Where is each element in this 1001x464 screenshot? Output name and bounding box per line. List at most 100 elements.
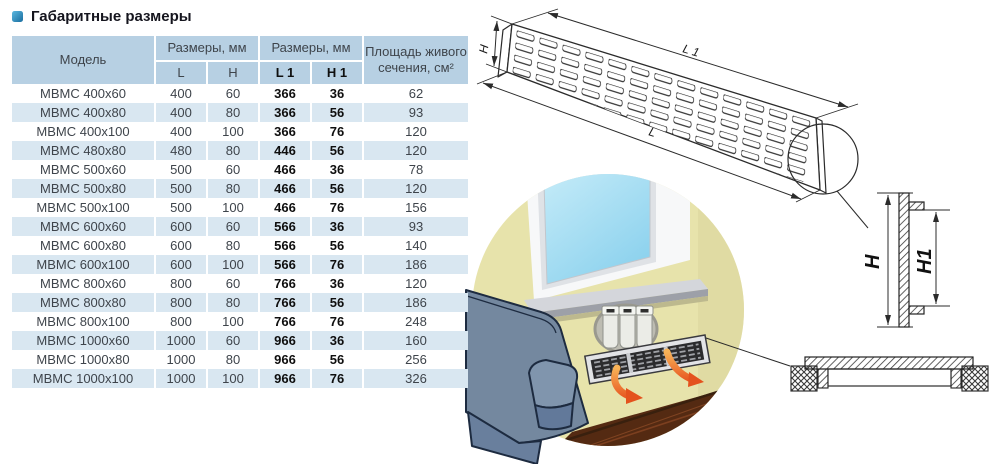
table-row: МВМС 800x100 800 100 766 76 248 — [12, 312, 468, 331]
cell-l: 800 — [170, 276, 192, 291]
cell-area: 120 — [364, 141, 468, 160]
cell-area: 256 — [405, 352, 427, 367]
cell-h: 100 — [208, 255, 258, 274]
cell-l1: 766 — [260, 293, 310, 312]
cell-l1: 446 — [260, 141, 310, 160]
dim-label-l1: L 1 — [681, 41, 701, 59]
col-header-area: Площадь живого сечения, см² — [364, 36, 468, 84]
cell-model: МВМС 400x60 — [40, 86, 126, 101]
table-row: МВМС 1000x100 1000 100 966 76 326 — [12, 369, 468, 388]
cell-h1: 36 — [329, 162, 345, 177]
cell-h1: 36 — [312, 331, 362, 350]
cell-h1: 56 — [329, 238, 345, 253]
cell-l: 600 — [156, 217, 206, 236]
cell-model: МВМС 800x80 — [12, 293, 154, 312]
cell-h1: 76 — [329, 124, 345, 139]
section-header: Габаритные размеры — [12, 8, 462, 25]
cell-model: МВМС 800x60 — [40, 276, 126, 291]
cell-model: МВМС 400x100 — [36, 124, 130, 139]
cell-l: 500 — [170, 162, 192, 177]
cell-model: МВМС 1000x60 — [12, 331, 154, 350]
cell-l1: 966 — [260, 369, 310, 388]
cell-h1: 56 — [329, 352, 345, 367]
cell-h: 100 — [208, 369, 258, 388]
cell-h1: 56 — [312, 103, 362, 122]
cell-l1: 566 — [274, 238, 296, 253]
dim-label-h: H — [476, 43, 491, 54]
cell-h1: 36 — [312, 217, 362, 236]
cell-l: 800 — [156, 293, 206, 312]
cell-h: 60 — [208, 217, 258, 236]
cell-l: 480 — [156, 141, 206, 160]
table-row: МВМС 1000x80 1000 80 966 56 256 — [12, 350, 468, 369]
col-header-h: H — [208, 60, 258, 84]
table-row: МВМС 600x100 600 100 566 76 186 — [12, 255, 468, 274]
dim-label-l: L — [647, 125, 658, 140]
cell-model: МВМС 800x100 — [36, 314, 130, 329]
col-header-model: Модель — [12, 36, 154, 84]
cell-h: 100 — [222, 124, 244, 139]
table-row: МВМС 1000x60 1000 60 966 36 160 — [12, 331, 468, 350]
cell-h: 80 — [208, 179, 258, 198]
cell-area: 120 — [405, 276, 427, 291]
cell-l1: 566 — [260, 217, 310, 236]
cell-model: МВМС 600x60 — [12, 217, 154, 236]
section-title: Габаритные размеры — [31, 8, 192, 25]
detail-callout-circle — [787, 123, 859, 195]
cell-l1: 966 — [260, 331, 310, 350]
cell-h: 100 — [222, 314, 244, 329]
cell-area: 78 — [408, 162, 424, 177]
section-bullet-icon — [12, 11, 23, 22]
cell-area: 160 — [364, 331, 468, 350]
cell-area: 62 — [408, 86, 424, 101]
window — [524, 174, 708, 325]
table-row: МВМС 500x100 500 100 466 76 156 — [12, 198, 468, 217]
profile-label-h: H — [862, 254, 884, 269]
cell-h: 100 — [222, 200, 244, 215]
table-row: МВМС 600x80 600 80 566 56 140 — [12, 236, 468, 255]
cell-h: 60 — [225, 276, 241, 291]
cell-l1: 366 — [274, 124, 296, 139]
profile-label-h1: H1 — [914, 248, 936, 274]
cell-l: 500 — [170, 200, 192, 215]
cell-h1: 76 — [329, 314, 345, 329]
cell-area: 186 — [364, 293, 468, 312]
cell-l1: 366 — [274, 86, 296, 101]
cell-l: 400 — [170, 124, 192, 139]
cross-section-drawing — [790, 356, 989, 392]
profile-drawing: H H1 — [862, 192, 950, 328]
table-row: МВМС 400x80 400 80 366 56 93 — [12, 103, 468, 122]
cell-l: 1000 — [156, 369, 206, 388]
cell-h: 80 — [208, 293, 258, 312]
cell-l: 600 — [170, 238, 192, 253]
cell-l1: 766 — [274, 314, 296, 329]
cell-model: МВМС 480x80 — [12, 141, 154, 160]
sofa — [465, 289, 589, 464]
col-header-l1: L 1 — [260, 60, 310, 84]
cell-l1: 466 — [274, 200, 296, 215]
dimensions-table: Модель Размеры, мм Размеры, мм Площадь ж… — [10, 36, 470, 388]
table-row: МВМС 800x80 800 80 766 56 186 — [12, 293, 468, 312]
col-header-dims-inner: Размеры, мм — [260, 36, 362, 60]
cell-l: 600 — [156, 255, 206, 274]
cell-l: 500 — [156, 179, 206, 198]
airflow-arrows — [611, 348, 704, 404]
cell-h: 60 — [225, 162, 241, 177]
cell-l: 400 — [156, 103, 206, 122]
cell-l1: 566 — [260, 255, 310, 274]
cell-l1: 766 — [274, 276, 296, 291]
table-row: МВМС 500x60 500 60 466 36 78 — [12, 160, 468, 179]
cell-h1: 56 — [312, 179, 362, 198]
cell-model: МВМС 500x80 — [12, 179, 154, 198]
cell-h1: 76 — [312, 255, 362, 274]
radiator — [593, 303, 659, 355]
cell-area: 120 — [405, 124, 427, 139]
cell-area: 186 — [364, 255, 468, 274]
cell-model: МВМС 1000x80 — [36, 352, 130, 367]
cell-h: 80 — [208, 141, 258, 160]
cell-h1: 76 — [312, 369, 362, 388]
cell-model: МВМС 600x100 — [12, 255, 154, 274]
cell-l: 1000 — [156, 331, 206, 350]
cell-model: МВМС 500x60 — [40, 162, 126, 177]
cell-h1: 36 — [329, 276, 345, 291]
